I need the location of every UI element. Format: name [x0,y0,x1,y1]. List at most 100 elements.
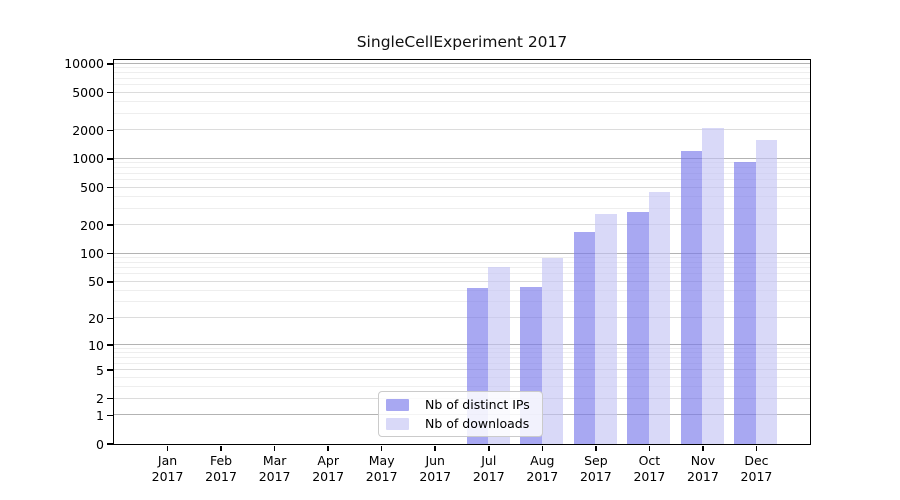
bar-downloads-nov [702,127,724,444]
x-tick-label: Feb 2017 [189,453,253,485]
y-tick-label: 2 [96,391,104,407]
y-tick-label: 5000 [72,85,104,101]
x-tick-mark [488,445,490,451]
x-tick-label: Jan 2017 [136,453,200,485]
gridline-minor [113,195,810,197]
gridline-minor [113,167,810,169]
gridline-minor [113,84,810,86]
y-tick-label: 1 [96,407,104,423]
y-tick-mark [106,414,113,417]
gridline [113,344,810,346]
x-tick-year: 2017 [579,469,612,484]
x-tick-year: 2017 [419,469,452,484]
legend: Nb of distinct IPs Nb of downloads [378,391,543,437]
gridline-minor [113,162,810,164]
y-tick-label: 1000 [72,151,104,167]
y-tick-mark [106,63,113,65]
x-tick-mark [541,445,544,451]
y-tick-label: 500 [80,180,104,195]
x-tick-mark [166,445,169,451]
x-tick-year: 2017 [740,469,773,484]
bar-downloads-oct [648,191,671,444]
y-tick-label: 200 [80,217,104,233]
x-tick-label: Jul 2017 [457,453,521,485]
x-tick-year: 2017 [151,469,184,484]
x-tick-mark [755,445,758,451]
y-tick-mark [106,224,113,226]
y-tick-label: 20 [88,310,104,326]
gridline [113,317,810,319]
bar-downloads-sep [595,213,617,444]
y-tick-label: 10 [88,337,104,353]
legend-entry-downloads: Nb of downloads [386,416,542,431]
gridline [113,252,810,254]
gridline-minor [113,348,810,349]
bar-ips-dec [734,162,756,444]
y-tick-label: 5 [96,362,104,378]
x-tick-year: 2017 [687,469,719,484]
gridline [113,224,810,226]
x-tick-year: 2017 [526,469,559,484]
x-tick-label: May 2017 [350,453,414,485]
y-tick-mark [106,91,113,94]
y-tick-label: 2000 [72,122,104,138]
x-tick-mark [648,445,651,451]
gridline-minor [113,67,810,69]
x-tick-label: Oct 2017 [617,453,681,485]
bar-ips-nov [680,150,703,444]
gridline-minor [113,100,810,102]
x-tick-year: 2017 [365,469,398,484]
gridline [113,91,810,93]
x-tick-mark [434,445,436,451]
x-tick-year: 2017 [633,469,666,484]
gridline-minor [113,172,810,174]
bar-ips-sep [573,232,596,444]
x-tick-mark [220,445,222,451]
plot-area [112,58,811,445]
x-tick-label: Dec 2017 [724,453,788,485]
legend-entry-ips: Nb of distinct IPs [386,397,542,412]
y-tick-mark [106,397,113,400]
gridline [113,186,810,188]
x-tick-label: Apr 2017 [296,453,360,485]
gridline [113,157,810,159]
y-tick-mark [106,252,113,255]
x-tick-mark [327,445,329,451]
x-tick-label: Jun 2017 [403,453,467,485]
gridline-minor [113,376,810,378]
legend-swatch-ips [386,398,409,411]
gridline-minor [113,112,810,114]
gridline-minor [113,289,810,291]
x-tick-year: 2017 [312,469,345,484]
legend-label-downloads: Nb of downloads [425,416,530,431]
x-tick-label: Mar 2017 [243,453,307,485]
y-tick-label: 10000 [64,56,104,72]
x-tick-mark [595,445,597,451]
gridline-minor [113,273,810,275]
gridline-minor [113,77,810,79]
legend-swatch-downloads [386,417,409,430]
gridline-minor [113,362,810,364]
x-tick-year: 2017 [258,469,291,484]
x-tick-label: Aug 2017 [510,453,574,485]
y-tick-mark [106,129,113,132]
x-tick-mark [273,445,276,451]
x-tick-year: 2017 [205,469,237,484]
y-tick-label: 0 [96,436,104,452]
y-tick-mark [106,443,113,445]
gridline-minor [113,357,810,359]
x-tick-mark [702,445,704,451]
bar-ips-oct [627,211,649,444]
gridline-minor [113,207,810,209]
y-tick-mark [106,186,113,189]
gridline-minor [113,301,810,303]
gridline-minor [113,179,810,180]
gridline [113,129,810,131]
y-tick-mark [106,281,113,283]
x-tick-mark [380,445,383,451]
x-tick-label: Nov 2017 [671,453,735,485]
gridline-minor [113,352,810,354]
bar-downloads-aug [541,257,564,444]
y-tick-mark [106,317,113,320]
